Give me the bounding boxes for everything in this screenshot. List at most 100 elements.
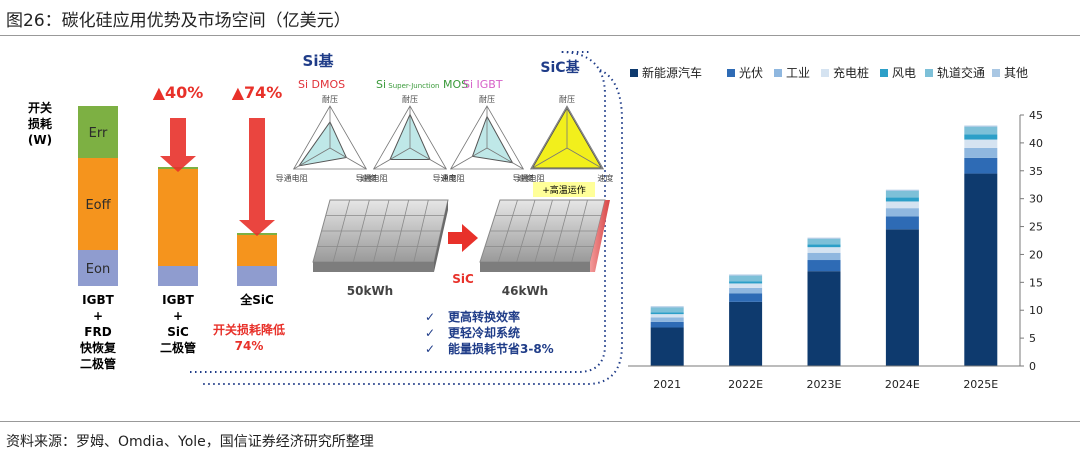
- radar-3-axis-right: 速度: [517, 173, 533, 183]
- bar-2025E-3: [964, 147, 998, 158]
- bar-2024E-2: [885, 216, 919, 230]
- y-tick-9: 40: [1029, 137, 1043, 150]
- segment-label-eon: Eon: [86, 262, 110, 277]
- bar-2024E-3: [885, 208, 919, 217]
- bar-2023E-7: [807, 237, 841, 239]
- radar-1-axis-left: 导通电阻: [276, 173, 308, 183]
- si-module: [312, 199, 449, 272]
- bar-2021-5: [650, 312, 684, 315]
- x-tick-2: 2022E: [728, 378, 763, 391]
- legend-swatch-5: [880, 69, 888, 77]
- loss-bar-2-label-4: 二极管: [160, 340, 196, 355]
- y-tick-6: 25: [1029, 221, 1043, 234]
- loss-bar-1-label-5: 二极管: [80, 356, 116, 371]
- segment-label-err: Err: [89, 126, 108, 141]
- loss-axis-label-2: 损耗: [28, 116, 52, 131]
- bar-2023E-4: [807, 247, 841, 253]
- bar-2022E-6: [729, 275, 763, 282]
- bar-2021-2: [650, 321, 684, 328]
- loss-bar-2-label-3: SiC: [167, 325, 189, 339]
- legend-label-7: 其他: [1004, 66, 1028, 80]
- legend-swatch-7: [992, 69, 1000, 77]
- loss-bar-2-eoff: [158, 168, 198, 266]
- legend-label-4: 充电桩: [833, 65, 869, 80]
- radar-4-axis-top: 耐压: [559, 94, 575, 104]
- radar-4-axis-left: 导通电阻: [513, 173, 545, 183]
- radar-1-axis-top: 耐压: [322, 94, 338, 104]
- bar-2022E-1: [729, 301, 763, 366]
- radar-2-spoke-3: [409, 147, 447, 170]
- loss-bar-1-label-3: FRD: [84, 325, 111, 339]
- bar-2022E-7: [729, 274, 763, 276]
- y-tick-1: 0: [1029, 360, 1036, 373]
- legend-label-2: 光伏: [739, 66, 763, 80]
- y-tick-5: 20: [1029, 248, 1043, 261]
- figure-title: 图26：碳化硅应用优势及市场空间（亿美元）: [6, 11, 351, 31]
- loss-bar-1-err: [78, 106, 118, 158]
- sic-module: [479, 199, 610, 272]
- bar-2025E-1: [964, 173, 998, 366]
- y-tick-7: 30: [1029, 193, 1043, 206]
- legend-swatch-1: [630, 69, 638, 77]
- radar-2-axis-right: 速度: [440, 173, 456, 183]
- si-sic-panel: Si基 SiC基 Si DMOS Si Super-Junction MOS S…: [276, 52, 614, 356]
- x-tick-3: 2023E: [807, 378, 842, 391]
- radar-3-axis-left: 导通电阻: [433, 173, 465, 183]
- radar-1-axis-right: 速度: [360, 173, 376, 183]
- legend-label-1: 新能源汽车: [642, 65, 702, 80]
- legend-swatch-4: [821, 69, 829, 77]
- bar-2023E-3: [807, 252, 841, 261]
- module-arrow: [448, 224, 478, 252]
- device-label-dmos: Si DMOS: [298, 78, 345, 91]
- bar-2025E-2: [964, 157, 998, 174]
- bar-2021-1: [650, 327, 684, 366]
- radar-3-spoke-2: [450, 147, 488, 170]
- radar-1-shape: [297, 120, 348, 167]
- legend-swatch-6: [925, 69, 933, 77]
- legend-label-5: 风电: [892, 66, 916, 80]
- bar-2024E-5: [885, 197, 919, 202]
- bar-2025E-7: [964, 125, 998, 127]
- si-module-energy: 50kWh: [347, 284, 393, 298]
- high-temp-tag: +高温运作: [542, 184, 586, 196]
- radar-4-spoke-3: [566, 147, 604, 170]
- loss-highlight-2: 74%: [235, 339, 264, 353]
- bar-2023E-1: [807, 271, 841, 366]
- bar-2023E-2: [807, 260, 841, 272]
- x-tick-4: 2024E: [885, 378, 920, 391]
- benefit-3: 能量损耗节省3-8%: [448, 341, 554, 356]
- bar-2022E-5: [729, 281, 763, 284]
- loss-axis-label-1: 开关: [28, 100, 52, 115]
- radar-4-spoke-2: [530, 147, 568, 170]
- radar-3-shape: [471, 115, 514, 164]
- bar-2021-3: [650, 317, 684, 322]
- source-rule: [0, 421, 1080, 422]
- legend-swatch-2: [727, 69, 735, 77]
- loss-bar-2-label-1: IGBT: [162, 293, 194, 307]
- radar-3-spoke-3: [486, 147, 524, 170]
- loss-bar-1-eon: [78, 250, 118, 286]
- loss-bar-1-label-4: 快恢复: [80, 340, 117, 355]
- reduction-label-2: ▲74%: [232, 83, 283, 102]
- bar-2023E-5: [807, 244, 841, 248]
- bar-2021-4: [650, 314, 684, 318]
- radar-2-spoke-2: [373, 147, 411, 170]
- radar-4-frame: [529, 105, 605, 170]
- bar-2022E-2: [729, 293, 763, 302]
- x-tick-1: 2021: [653, 378, 681, 391]
- bar-2024E-6: [885, 190, 919, 198]
- sic-title: SiC基: [540, 59, 580, 76]
- segment-label-eoff: Eoff: [85, 198, 111, 213]
- bar-2025E-4: [964, 139, 998, 148]
- high-temp-tag-bg: [533, 182, 595, 197]
- loss-bar-2-label-2: +: [173, 309, 183, 323]
- bar-2024E-1: [885, 229, 919, 366]
- radar-2-axis-top: 耐压: [402, 94, 418, 104]
- figure-canvas: 开关 损耗 (W) EonEoffErrIGBT+FRD快恢复二极管IGBT+S…: [28, 51, 1043, 391]
- si-title: Si基: [303, 52, 335, 70]
- benefit-2: 更轻冷却系统: [448, 325, 520, 340]
- bar-2021-7: [650, 306, 684, 308]
- comparison-frame: [190, 51, 606, 373]
